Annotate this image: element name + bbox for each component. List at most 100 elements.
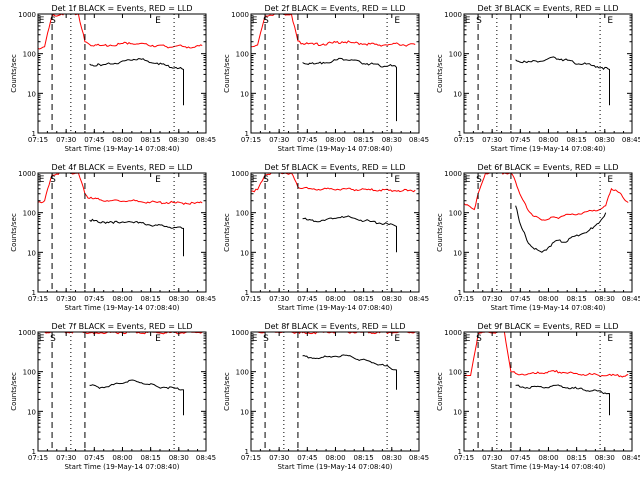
s-marker-label: S (50, 16, 56, 26)
events-series-line (302, 57, 397, 122)
s-marker-label: S (50, 334, 56, 344)
e-marker-label: E (155, 334, 161, 344)
x-tick-label: 07:30 (56, 136, 76, 144)
x-tick-label: 08:45 (409, 454, 429, 462)
y-tick-label: 1000 (231, 11, 249, 19)
plot-frame (37, 172, 207, 293)
y-tick-label: 10 (27, 408, 36, 416)
y-axis-label: Counts/sec (436, 372, 444, 411)
x-tick-label: 07:45 (297, 295, 317, 303)
y-tick-label: 1000 (231, 329, 249, 337)
x-tick-label: 08:30 (595, 136, 615, 144)
y-tick-label: 100 (449, 51, 462, 59)
y-tick-label: 1 (458, 289, 462, 297)
x-axis-label: Start Time (19-May-14 07:08:40) (64, 463, 179, 471)
panel-title: Det 4f BLACK = Events, RED = LLD (51, 163, 192, 172)
x-tick-label: 08:30 (382, 295, 402, 303)
x-axis-label: Start Time (19-May-14 07:08:40) (64, 304, 179, 312)
panel-title: Det 8f BLACK = Events, RED = LLD (264, 322, 405, 331)
x-tick-label: 08:15 (141, 136, 161, 144)
x-tick-label: 07:15 (241, 454, 261, 462)
y-tick-label: 10 (453, 408, 462, 416)
y-tick-label: 100 (236, 369, 249, 377)
x-tick-label: 07:15 (28, 136, 48, 144)
e-marker-label: E (252, 334, 258, 344)
x-tick-label: 08:45 (196, 295, 216, 303)
series-group (515, 56, 610, 106)
x-tick-label: 07:30 (482, 454, 502, 462)
y-tick-label: 1000 (444, 11, 462, 19)
e-marker-label: E (394, 175, 400, 185)
y-axis-label: Counts/sec (10, 54, 18, 93)
x-tick-label: 08:45 (622, 295, 640, 303)
x-tick-label: 08:15 (567, 136, 587, 144)
lld-series-line (251, 173, 416, 193)
y-tick-label: 1 (32, 448, 36, 456)
x-axis-label: Start Time (19-May-14 07:08:40) (277, 304, 392, 312)
e-marker-label: E (39, 175, 45, 185)
y-tick-label: 1000 (231, 170, 249, 178)
x-tick-label: 08:00 (325, 454, 345, 462)
x-tick-label: 08:30 (169, 136, 189, 144)
x-tick-label: 07:15 (454, 454, 474, 462)
y-tick-label: 1000 (444, 170, 462, 178)
y-axis-label: Counts/sec (223, 54, 231, 93)
series-group (251, 332, 416, 390)
x-tick-label: 07:45 (297, 454, 317, 462)
y-tick-label: 100 (449, 210, 462, 218)
x-axis-label: Start Time (19-May-14 07:08:40) (277, 463, 392, 471)
plot-frame (250, 331, 420, 452)
e-marker-label: E (607, 16, 613, 26)
y-tick-label: 10 (453, 249, 462, 257)
x-tick-label: 07:45 (297, 136, 317, 144)
x-tick-label: 08:00 (538, 295, 558, 303)
e-marker-label: E (155, 175, 161, 185)
panel-title: Det 2f BLACK = Events, RED = LLD (264, 4, 405, 13)
y-axis-label: Counts/sec (436, 54, 444, 93)
y-tick-label: 1000 (18, 170, 36, 178)
x-tick-label: 08:00 (538, 136, 558, 144)
series-group (464, 173, 629, 253)
e-marker-label: E (465, 16, 471, 26)
events-series-line (89, 379, 184, 416)
plot-frame (250, 13, 420, 134)
x-tick-label: 07:15 (28, 295, 48, 303)
x-tick-label: 08:15 (354, 454, 374, 462)
s-marker-label: S (263, 16, 269, 26)
x-axis-label: Start Time (19-May-14 07:08:40) (277, 145, 392, 153)
events-series-line (302, 354, 397, 390)
x-tick-label: 08:45 (622, 136, 640, 144)
x-tick-label: 07:30 (482, 136, 502, 144)
y-tick-label: 1 (458, 448, 462, 456)
y-tick-label: 1000 (18, 11, 36, 19)
e-marker-label: E (465, 334, 471, 344)
series-group (251, 14, 416, 122)
x-tick-label: 08:30 (169, 295, 189, 303)
x-tick-label: 07:30 (269, 454, 289, 462)
x-tick-label: 08:30 (595, 295, 615, 303)
y-tick-label: 10 (27, 249, 36, 257)
events-series-line (515, 384, 610, 416)
y-tick-label: 100 (23, 369, 36, 377)
e-marker-label: E (607, 334, 613, 344)
y-axis-label: Counts/sec (436, 213, 444, 252)
e-marker-label: E (394, 16, 400, 26)
y-tick-label: 10 (453, 90, 462, 98)
y-tick-label: 1 (32, 130, 36, 138)
x-tick-label: 08:30 (382, 454, 402, 462)
y-tick-label: 100 (23, 210, 36, 218)
x-tick-label: 07:45 (84, 136, 104, 144)
x-tick-label: 08:00 (325, 136, 345, 144)
plot-frame (463, 13, 633, 134)
panel-title: Det 5f BLACK = Events, RED = LLD (264, 163, 405, 172)
x-tick-label: 08:30 (595, 454, 615, 462)
x-tick-label: 07:30 (482, 295, 502, 303)
y-tick-label: 100 (449, 369, 462, 377)
s-marker-label: S (50, 175, 56, 185)
